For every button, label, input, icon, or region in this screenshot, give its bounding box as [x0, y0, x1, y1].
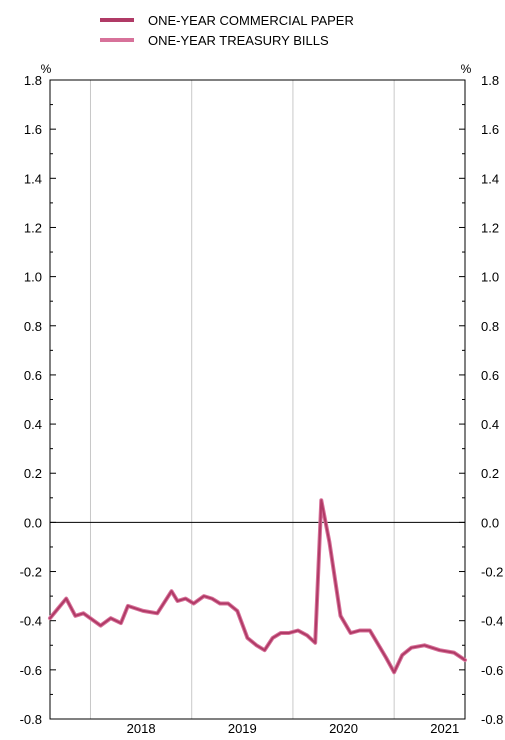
y-tick-label-left: 0.8 [24, 319, 42, 334]
y-tick-label-right: 1.2 [481, 220, 499, 235]
y-tick-label-right: 0.4 [481, 417, 499, 432]
y-tick-label-right: 0.8 [481, 319, 499, 334]
y-tick-label-left: -0.8 [20, 712, 42, 727]
legend-item-treasury-bills[interactable]: ONE-YEAR TREASURY BILLS [100, 30, 354, 50]
y-tick-label-right: 1.8 [481, 73, 499, 88]
y-tick-label-left: 1.2 [24, 220, 42, 235]
y-tick-label-right: -0.4 [481, 614, 503, 629]
y-tick-label-left: 1.0 [24, 270, 42, 285]
y-tick-label-right: 0.6 [481, 368, 499, 383]
y-unit-label-right: % [461, 62, 472, 76]
y-tick-label-left: 0.4 [24, 417, 42, 432]
y-tick-label-left: 1.8 [24, 73, 42, 88]
y-tick-label-left: 0.2 [24, 466, 42, 481]
x-tick-label-2019: 2019 [228, 721, 257, 736]
y-tick-label-right: 0.0 [481, 515, 499, 530]
y-tick-label-right: 1.4 [481, 171, 499, 186]
y-tick-label-left: 1.6 [24, 122, 42, 137]
axes-layer: 1.8 1.8 1.6 1.6 1.4 1.4 1.2 1.2 1.0 1.0 0.8 0.8 0.6 0… [20, 73, 504, 736]
legend-label-commercial-paper: ONE-YEAR COMMERCIAL PAPER [148, 12, 354, 28]
legend-swatch-commercial-paper [100, 18, 134, 22]
series-line-commercial-paper [49, 499, 466, 674]
series-layer [48, 498, 467, 675]
y-tick-label-left: 1.4 [24, 171, 42, 186]
legend-item-commercial-paper[interactable]: ONE-YEAR COMMERCIAL PAPER [100, 10, 354, 30]
legend-swatch-treasury-bills [100, 38, 134, 42]
y-tick-label-right: 1.6 [481, 122, 499, 137]
x-tick-label-2020: 2020 [329, 721, 358, 736]
y-tick-label-right: 0.2 [481, 466, 499, 481]
legend-label-treasury-bills: ONE-YEAR TREASURY BILLS [148, 32, 329, 48]
y-tick-label-right: -0.2 [481, 565, 503, 580]
y-tick-label-left: 0.6 [24, 368, 42, 383]
x-tick-label-2018: 2018 [127, 721, 156, 736]
plot-frame [49, 79, 466, 720]
y-tick-label-left: -0.4 [20, 614, 42, 629]
y-tick-label-left: 0.0 [24, 515, 42, 530]
y-tick-label-right: 1.0 [481, 270, 499, 285]
legend: ONE-YEAR COMMERCIAL PAPER ONE-YEAR TREAS… [100, 10, 354, 50]
y-tick-label-left: -0.6 [20, 663, 42, 678]
grid-layer [50, 80, 465, 719]
y-unit-label-left: % [41, 62, 52, 76]
y-tick-label-left: -0.2 [20, 565, 42, 580]
x-tick-label-2021: 2021 [430, 721, 459, 736]
y-tick-label-right: -0.8 [481, 712, 503, 727]
y-tick-label-right: -0.6 [481, 663, 503, 678]
